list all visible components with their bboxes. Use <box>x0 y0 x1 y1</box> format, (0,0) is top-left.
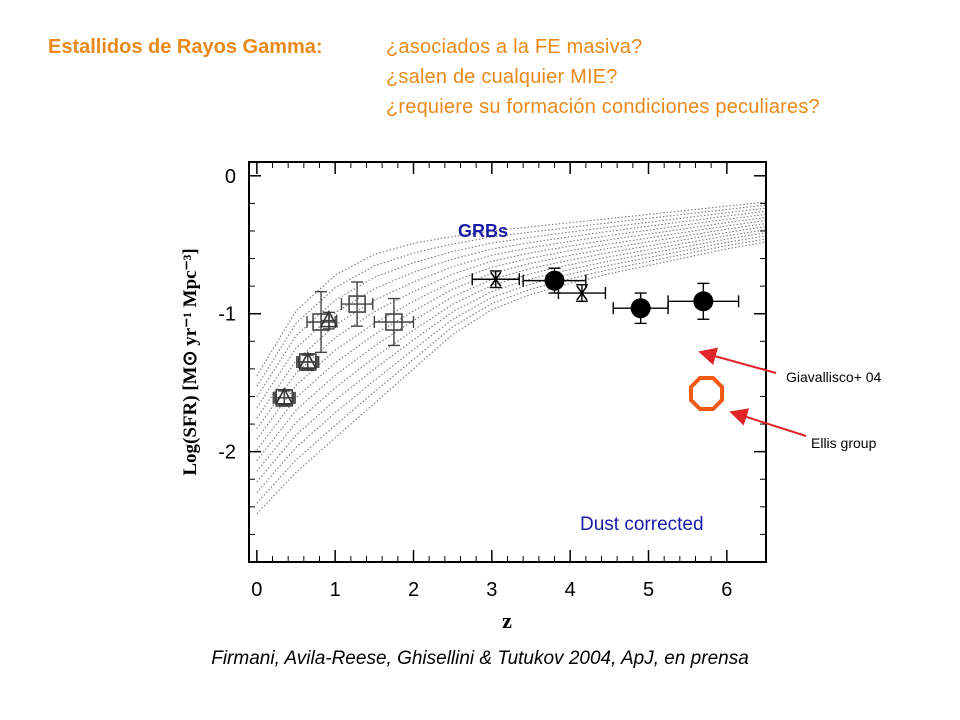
ellis-arrow <box>729 408 807 437</box>
y-axis-label: Log(SFR) [M⊙ yr⁻¹ Mpc⁻³] <box>180 248 201 475</box>
x-tick-label: 6 <box>721 579 732 601</box>
grb-band-curve <box>256 201 767 377</box>
question-1: ¿asociados a la FE masiva? <box>386 36 643 58</box>
question-2: ¿salen de cualquier MIE? <box>386 66 618 88</box>
dust-corrected-label: Dust corrected <box>580 514 704 535</box>
triangle-marker <box>319 309 339 328</box>
square-point <box>340 281 374 327</box>
citation: Firmani, Avila-Reese, Ghisellini & Tutuk… <box>211 648 749 669</box>
filled-circle-point <box>667 282 740 320</box>
giavallisco-arrow <box>698 347 777 374</box>
grb-band-curve <box>256 219 767 440</box>
grb-band-curve <box>256 241 767 515</box>
header-label: Estallidos de Rayos Gamma: <box>48 36 323 58</box>
annotation-ellis-group: Ellis group <box>811 435 877 451</box>
filled-circle-point <box>612 292 669 325</box>
grb-band-curve <box>256 232 767 483</box>
x-tick-label: 4 <box>565 579 576 601</box>
grb-band-curve <box>256 207 767 398</box>
grb-band-curve <box>256 235 767 493</box>
grb-band-curve <box>256 222 767 451</box>
filled-circle-point <box>522 267 587 294</box>
x-tick-label: 3 <box>486 579 497 601</box>
filled-circle-marker <box>693 291 714 312</box>
triangle-marker <box>274 387 294 405</box>
filled-circle-marker <box>630 298 651 319</box>
grb-band-curve <box>256 204 767 387</box>
grb-band-curve <box>256 210 767 408</box>
x-tick-label: 2 <box>408 579 419 601</box>
square-marker <box>348 295 366 313</box>
star-point <box>471 270 520 289</box>
star-marker <box>576 285 588 301</box>
grb-band-curve <box>256 216 767 430</box>
x-tick-label: 0 <box>251 579 262 601</box>
x-axis-label: z <box>502 608 512 633</box>
square-marker <box>385 313 403 331</box>
grb-band-curve <box>256 229 767 472</box>
x-tick-label: 5 <box>643 579 654 601</box>
triangle-marker <box>298 351 318 369</box>
annotation-giavallisco: Giavallisco+ 04 <box>786 369 882 385</box>
triangle-point <box>297 351 318 370</box>
grb-band-label: GRBs <box>458 221 508 241</box>
grb-band-curve <box>256 226 767 462</box>
question-3: ¿requiere su formación condiciones pecul… <box>386 96 820 118</box>
grb-band-curve <box>256 213 767 419</box>
y-tick-label: 0 <box>225 166 236 188</box>
x-tick-label: 1 <box>330 579 341 601</box>
triangle-point <box>274 387 295 406</box>
triangle-point <box>319 309 339 330</box>
y-tick-label: -1 <box>218 304 236 326</box>
filled-circle-marker <box>544 270 565 291</box>
star-point <box>557 284 607 303</box>
ellis-group-octagon <box>689 376 724 411</box>
y-tick-label: -2 <box>218 442 236 464</box>
star-marker <box>490 271 502 287</box>
grb-band-curve <box>256 238 767 504</box>
square-point <box>373 297 415 347</box>
